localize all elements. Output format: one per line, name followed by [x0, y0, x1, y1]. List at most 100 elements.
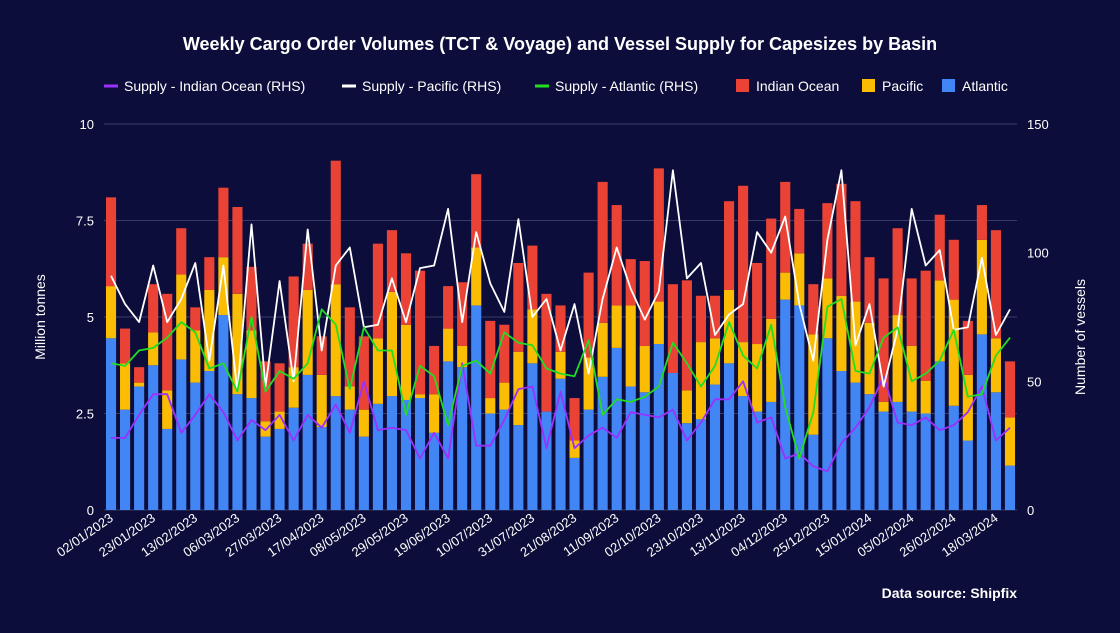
bar-indian-ocean — [120, 328, 131, 364]
bar-pacific — [948, 299, 959, 406]
bar-pacific — [218, 257, 229, 316]
bar-atlantic — [471, 305, 482, 510]
bar-pacific — [864, 322, 875, 395]
bar-atlantic — [808, 434, 819, 510]
bar-indian-ocean — [471, 174, 482, 248]
bar-atlantic — [457, 367, 468, 510]
bar-pacific — [1004, 417, 1016, 466]
bar-atlantic — [499, 409, 510, 510]
bar-atlantic — [190, 382, 201, 510]
bar-atlantic — [569, 457, 580, 510]
bar-indian-ocean — [429, 345, 440, 395]
bar-pacific — [527, 309, 538, 364]
bar-pacific — [934, 280, 945, 362]
bar-atlantic — [878, 411, 889, 510]
left-tick-label: 2.5 — [76, 407, 94, 422]
bar-atlantic — [850, 382, 861, 510]
right-tick-label: 100 — [1027, 246, 1049, 261]
bar-indian-ocean — [204, 257, 215, 290]
bar-indian-ocean — [962, 320, 973, 375]
bar-pacific — [372, 338, 383, 404]
bar-pacific — [794, 253, 805, 306]
bar-indian-ocean — [920, 270, 931, 381]
bar-indian-ocean — [948, 239, 959, 300]
bar-pacific — [162, 390, 173, 429]
bar-indian-ocean — [639, 261, 650, 346]
bar-indian-ocean — [625, 259, 636, 306]
bar-indian-ocean — [569, 398, 580, 441]
bar-indian-ocean — [780, 181, 791, 273]
bar-indian-ocean — [653, 168, 664, 302]
data-source-note: Data source: Shipfix — [882, 585, 1018, 601]
bar-pacific — [976, 239, 987, 335]
bar-atlantic — [752, 411, 763, 510]
bar-atlantic — [653, 344, 664, 510]
bar-atlantic — [541, 411, 552, 510]
bar-pacific — [485, 398, 496, 414]
bar-atlantic — [429, 432, 440, 510]
bar-indian-ocean — [864, 257, 875, 323]
right-tick-label: 50 — [1027, 374, 1041, 389]
bar-pacific — [499, 382, 510, 410]
bar-atlantic — [162, 428, 173, 510]
bar-indian-ocean — [990, 230, 1001, 339]
bar-pacific — [752, 344, 763, 412]
bar-indian-ocean — [976, 205, 987, 240]
bar-pacific — [120, 363, 131, 410]
bar-atlantic — [990, 392, 1001, 510]
bar-indian-ocean — [105, 197, 117, 287]
bar-indian-ocean — [850, 201, 861, 302]
bar-pacific — [766, 318, 777, 402]
bar-atlantic — [148, 365, 159, 510]
bar-atlantic — [274, 428, 285, 510]
bar-atlantic — [316, 427, 327, 510]
bar-indian-ocean — [611, 205, 622, 306]
left-tick-label: 7.5 — [76, 214, 94, 229]
bar-atlantic — [583, 409, 594, 510]
bar-indian-ocean — [808, 284, 819, 335]
bar-atlantic — [204, 371, 215, 510]
legend-label: Indian Ocean — [756, 78, 839, 94]
left-tick-label: 5 — [87, 310, 94, 325]
bar-atlantic — [400, 399, 412, 510]
bar-pacific — [653, 301, 664, 345]
bar-indian-ocean — [695, 295, 707, 343]
bar-pacific — [695, 342, 707, 420]
bar-pacific — [316, 374, 327, 428]
bar-pacific — [232, 293, 243, 395]
bar-atlantic — [105, 338, 117, 510]
left-tick-label: 10 — [80, 117, 94, 132]
bar-pacific — [274, 411, 285, 429]
bar-pacific — [176, 274, 187, 360]
bar-atlantic — [513, 425, 524, 510]
bar-indian-ocean — [555, 305, 566, 352]
left-tick-label: 0 — [87, 503, 94, 518]
chart-title: Weekly Cargo Order Volumes (TCT & Voyage… — [183, 34, 937, 54]
bar-pacific — [878, 401, 889, 412]
bar-indian-ocean — [302, 243, 313, 290]
bar-indian-ocean — [597, 181, 608, 323]
bar-atlantic — [358, 436, 369, 510]
bar-indian-ocean — [414, 270, 426, 395]
bar-atlantic — [611, 347, 622, 510]
bar-pacific — [962, 374, 973, 441]
bar-atlantic — [681, 423, 692, 510]
bar-indian-ocean — [836, 183, 847, 296]
legend-label: Supply - Indian Ocean (RHS) — [124, 78, 305, 94]
bar-atlantic — [246, 398, 257, 510]
bar-atlantic — [485, 413, 496, 510]
bar-indian-ocean — [372, 243, 383, 339]
bar-indian-ocean — [583, 272, 594, 358]
supply-lines — [110, 169, 1011, 473]
bar-atlantic — [723, 363, 735, 510]
bar-pacific — [990, 338, 1001, 393]
bar-pacific — [892, 315, 903, 402]
legend-label: Supply - Pacific (RHS) — [362, 78, 501, 94]
bar-pacific — [611, 305, 622, 348]
bar-pacific — [920, 380, 931, 414]
right-axis-ticks: 0 50 100 150 — [1027, 117, 1049, 518]
bar-atlantic — [176, 359, 187, 510]
bar-indian-ocean — [892, 228, 903, 316]
bar-indian-ocean — [1004, 361, 1016, 418]
bar-indian-ocean — [457, 282, 468, 346]
